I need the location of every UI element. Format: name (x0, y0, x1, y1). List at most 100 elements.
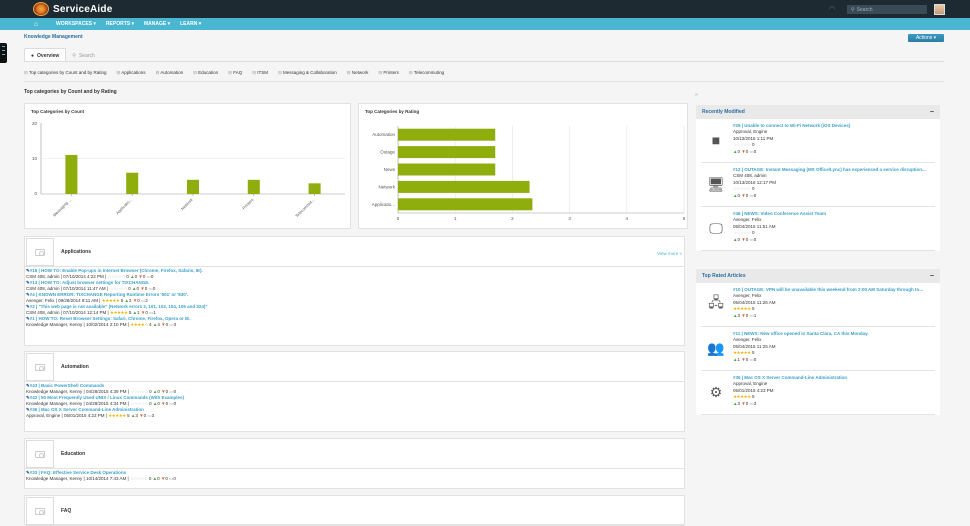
tab-search[interactable]: ⚲ Search (72, 53, 95, 59)
thumbs-up-icon[interactable]: ▲ (132, 309, 138, 315)
comment-icon[interactable]: ▭ (169, 400, 174, 406)
collapse-panel-button[interactable]: − (929, 272, 934, 280)
comment-icon[interactable]: ▭ (148, 285, 153, 291)
category-name[interactable]: FAQ (61, 508, 72, 514)
collapse-sidebar-icon[interactable]: » (695, 92, 698, 98)
bar[interactable] (398, 146, 496, 159)
thumbs-down-icon[interactable]: ▼ (741, 312, 746, 318)
thumbs-down-icon[interactable]: ▼ (132, 297, 138, 303)
star-rating-icon[interactable]: ★★★★★ (108, 412, 126, 418)
comment-icon[interactable]: ▭ (169, 475, 174, 481)
anchor-automation[interactable]: Automation (156, 70, 183, 76)
star-rating-icon[interactable]: ☆☆☆☆☆ (733, 230, 751, 235)
category-name[interactable]: Automation (61, 364, 89, 370)
star-rating-icon[interactable]: ★★★★★ (101, 297, 120, 303)
anchor-top-categories[interactable]: Top categories by Count and by Rating (24, 70, 107, 76)
star-rating-icon[interactable]: ★★★★★ (733, 350, 751, 355)
comment-icon[interactable]: ▭ (749, 356, 754, 362)
comment-icon[interactable]: ▭ (169, 388, 174, 394)
anchor-network[interactable]: Network (347, 70, 369, 76)
thumbs-down-icon[interactable]: ▼ (741, 192, 746, 198)
star-rating-icon[interactable]: ☆☆☆☆☆ (107, 273, 126, 279)
comment-icon[interactable]: ▭ (147, 412, 152, 418)
nav-reports[interactable]: REPORTS ▾ (105, 21, 134, 27)
thumbs-up-icon[interactable]: ▲ (733, 148, 738, 154)
comment-icon[interactable]: ▭ (140, 297, 146, 303)
star-rating-icon[interactable]: ★★★★★ (109, 309, 128, 315)
comment-icon[interactable]: ▭ (749, 236, 754, 242)
bar[interactable] (398, 128, 496, 141)
anchor-telecommuting[interactable]: Telecommuting (409, 70, 444, 76)
bar[interactable] (65, 154, 78, 194)
thumbs-up-icon[interactable]: ▲ (152, 400, 158, 406)
article-link[interactable]: ✎#36 | Mac OS X Server Command-Line Admi… (26, 407, 144, 412)
thumbs-up-icon[interactable]: ▲ (130, 412, 136, 418)
star-rating-icon[interactable]: ☆☆☆☆☆ (733, 186, 751, 191)
rss-icon[interactable]: ◠ (829, 6, 836, 13)
star-rating-icon[interactable]: ☆☆☆☆☆ (130, 400, 148, 406)
category-name[interactable]: Education (61, 451, 86, 457)
thumbs-up-icon[interactable]: ▲ (152, 475, 158, 481)
breadcrumb[interactable]: Knowledge Management (24, 34, 83, 40)
collapse-panel-button[interactable]: − (929, 108, 934, 116)
anchor-messaging[interactable]: Messaging & Collaboration (278, 70, 337, 76)
bar[interactable] (398, 163, 496, 176)
star-rating-icon[interactable]: ☆☆☆☆☆ (733, 142, 751, 147)
bar[interactable] (187, 179, 199, 194)
anchor-applications[interactable]: Applications (117, 70, 145, 76)
comment-icon[interactable]: ▭ (149, 309, 154, 315)
bar[interactable] (247, 179, 260, 194)
thumbs-down-icon[interactable]: ▼ (161, 388, 166, 394)
anchor-printers[interactable]: Printers (378, 70, 399, 76)
article-link[interactable]: ✎#1 | HOW TO: Reset Browser Settings: Sa… (26, 316, 191, 321)
thumbs-down-icon[interactable]: ▼ (741, 236, 746, 242)
star-rating-icon[interactable]: ☆☆☆☆☆ (109, 285, 127, 291)
thumbs-down-icon[interactable]: ▼ (140, 285, 145, 291)
article-link[interactable]: ✎#43 | Basic PowerShell Commands (26, 383, 105, 388)
thumbs-down-icon[interactable]: ▼ (138, 273, 143, 279)
nav-learn[interactable]: LEARN ▾ (180, 21, 202, 27)
category-name[interactable]: Applications (61, 249, 92, 255)
thumbs-up-icon[interactable]: ▲ (132, 285, 137, 291)
thumbs-down-icon[interactable]: ▼ (161, 400, 166, 406)
thumbs-down-icon[interactable]: ▼ (160, 475, 166, 481)
home-icon[interactable]: ⌂ (34, 20, 39, 28)
bar[interactable] (308, 183, 321, 194)
sidebar-toggle-handle[interactable] (0, 43, 7, 63)
article-link[interactable]: #10 | OUTAGE: VPN will be unavailable th… (733, 287, 924, 292)
bar[interactable] (126, 172, 139, 194)
article-link[interactable]: ✎#4 | KNOWN ERROR: TIXCHANGE Reporting R… (26, 292, 189, 297)
comment-icon[interactable]: ▭ (749, 148, 754, 154)
article-link[interactable]: ✎#2 | "This web page is not available" (… (26, 304, 208, 309)
thumbs-up-icon[interactable]: ▲ (124, 297, 129, 303)
thumbs-down-icon[interactable]: ▼ (161, 321, 166, 327)
nav-workspaces[interactable]: WORKSPACES ▾ (56, 21, 96, 27)
user-avatar[interactable] (934, 4, 945, 15)
comment-icon[interactable]: ▭ (146, 273, 151, 279)
comment-icon[interactable]: ▭ (749, 312, 754, 318)
nav-manage[interactable]: MANAGE ▾ (144, 21, 171, 27)
thumbs-down-icon[interactable]: ▼ (741, 356, 746, 362)
global-search-input[interactable]: ⚲ Search (847, 5, 927, 14)
thumbs-up-icon[interactable]: ▲ (152, 321, 158, 327)
star-rating-icon[interactable]: ★★★★★ (733, 394, 751, 399)
tab-overview[interactable]: ● Overview (24, 48, 67, 62)
star-rating-icon[interactable]: ★★★★☆ (130, 321, 148, 327)
anchor-itsm[interactable]: ITSM (252, 70, 268, 76)
thumbs-down-icon[interactable]: ▼ (741, 148, 746, 154)
thumbs-up-icon[interactable]: ▲ (152, 388, 158, 394)
actions-button[interactable]: Actions ▾ (908, 34, 944, 42)
thumbs-up-icon[interactable]: ▲ (130, 273, 135, 279)
view-more-link[interactable]: View more » (657, 251, 682, 256)
logo[interactable]: ServiceAide (33, 2, 112, 16)
bar[interactable] (398, 180, 530, 193)
anchor-education[interactable]: Education (193, 70, 218, 76)
star-rating-icon[interactable]: ☆☆☆☆☆ (130, 388, 148, 394)
article-link[interactable]: ✎#42 | 50 Most Frequently Used UNIX / Li… (26, 395, 185, 400)
article-link[interactable]: ✎#33 | FAQ: Effective Service Desk Opera… (26, 470, 127, 475)
thumbs-up-icon[interactable]: ▲ (733, 236, 738, 242)
star-rating-icon[interactable]: ☆☆☆☆☆ (129, 475, 148, 481)
star-rating-icon[interactable]: ★★★★★ (733, 306, 751, 311)
comment-icon[interactable]: ▭ (749, 192, 754, 198)
thumbs-down-icon[interactable]: ▼ (741, 400, 746, 406)
